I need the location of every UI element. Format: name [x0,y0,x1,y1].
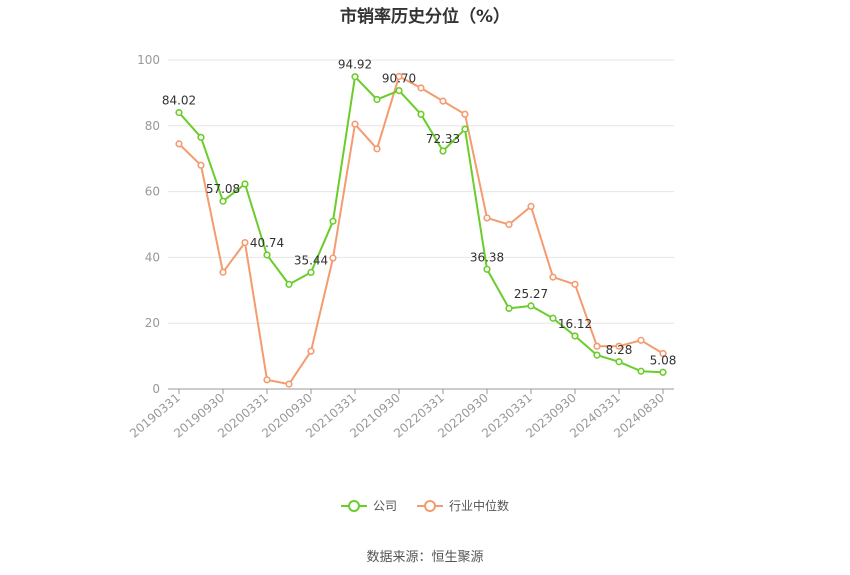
industry-data-point [219,268,227,276]
y-tick-label: 60 [145,185,160,199]
company-data-point [351,73,359,81]
industry-data-point [593,342,601,350]
company-data-label: 35.44 [294,253,328,267]
company-data-point [329,217,337,225]
legend-item-industry[interactable]: 行业中位数 [417,497,509,514]
data-labels: 84.02 57.08 40.74 35.44 94.92 90.70 72.33 36.38… [162,58,677,368]
company-data-point [483,265,491,273]
legend-item-company[interactable]: 公司 [340,497,397,514]
company-data-point [439,147,447,155]
company-data-label: 40.74 [250,236,284,250]
company-data-point [373,95,381,104]
industry-data-point [175,140,183,148]
industry-data-point [483,214,491,222]
industry-series-line [178,75,664,386]
company-data-point [659,368,667,376]
legend-industry-label: 行业中位数 [449,499,510,513]
industry-data-point [571,280,579,288]
company-data-label: 25.27 [514,287,548,301]
grid-lines [168,59,674,324]
company-data-point [417,110,425,118]
industry-data-point [329,254,337,262]
legend-company-marker-icon [340,499,367,513]
y-tick-label: 40 [145,250,160,264]
company-data-point [197,133,205,141]
company-data-label: 8.28 [606,343,633,357]
company-data-label: 90.70 [382,72,416,86]
industry-data-point [527,202,535,211]
company-data-point [395,86,403,95]
company-data-point [285,280,293,288]
industry-data-point [373,145,381,153]
y-tick-label: 0 [152,382,160,396]
industry-data-point [263,376,271,384]
legend-company-label: 公司 [372,499,397,513]
y-tick-label: 100 [137,53,160,67]
legend: 公司 行业中位数 [0,497,850,514]
industry-data-point [659,349,667,358]
industry-data-point [285,380,293,388]
company-data-point [307,268,315,277]
company-data-point [615,358,623,366]
industry-data-point [417,84,425,92]
industry-data-point [439,97,447,105]
company-data-label: 16.12 [558,317,592,331]
company-data-label: 72.33 [426,132,460,146]
company-data-point [461,125,469,133]
company-data-point [593,351,601,359]
company-data-point [263,251,271,259]
company-data-label: 57.08 [206,182,240,196]
company-data-point [241,180,249,188]
company-data-label: 84.02 [162,94,196,108]
industry-data-point [395,72,403,81]
company-data-point [175,108,183,117]
company-data-point [219,197,227,205]
company-data-point [637,367,645,375]
industry-data-point [197,161,205,169]
axes: 0204060801002019033120190930202003312020… [127,53,674,441]
company-data-point [571,332,579,340]
legend-industry-marker-icon [417,499,443,513]
industry-data-point [637,336,645,344]
company-data-label: 5.08 [650,353,677,367]
company-data-label: 94.92 [338,58,372,72]
company-data-label: 36.38 [470,250,504,264]
industry-data-point [307,347,315,355]
industry-data-point [549,273,557,281]
industry-data-point [351,120,359,128]
industry-data-point [615,342,623,350]
y-tick-label: 20 [145,316,160,330]
series-layer [175,72,667,388]
company-data-point [549,314,557,322]
industry-data-point [461,110,469,118]
company-data-point [505,304,513,312]
company-data-point [527,302,535,310]
industry-data-point [505,220,513,229]
industry-data-point [241,238,249,247]
chart-title: 市销率历史分位（%） [339,7,511,27]
y-tick-label: 80 [145,119,160,133]
data-source: 数据来源：恒生聚源 [366,550,484,565]
